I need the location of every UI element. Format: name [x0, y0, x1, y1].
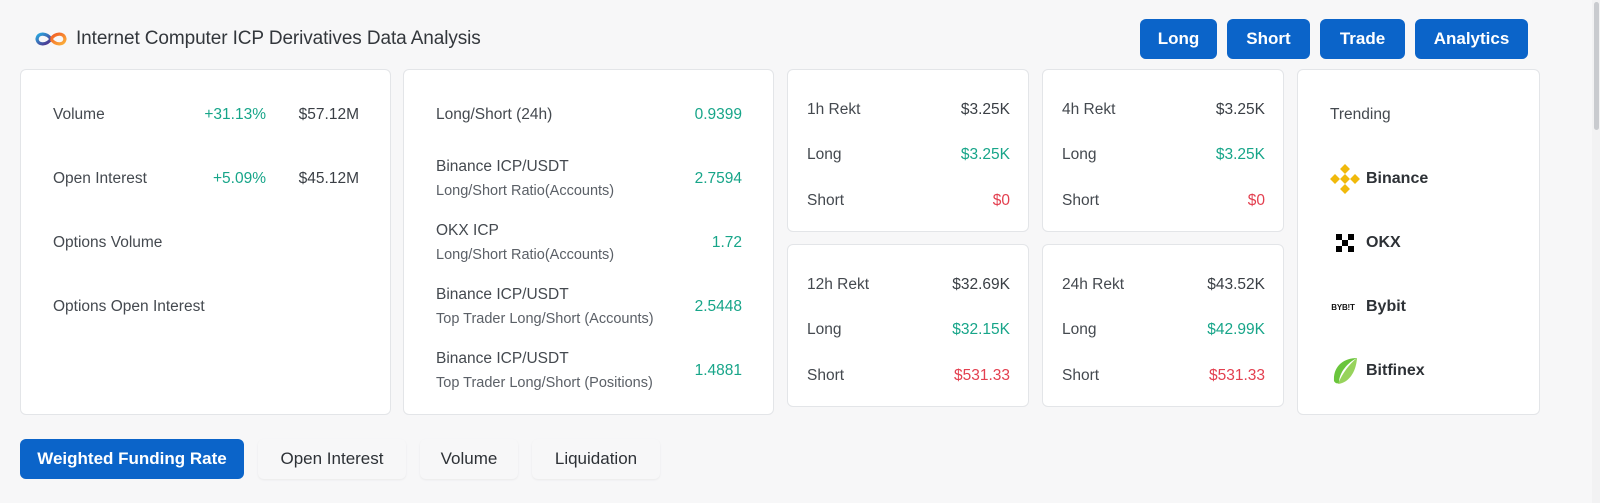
rekt-card-24h: 24h Rekt $43.52K Long $42.99K Short $531… — [1042, 244, 1284, 407]
tab-weighted-funding-rate[interactable]: Weighted Funding Rate — [20, 439, 244, 479]
volume-value: $57.12M — [298, 106, 359, 123]
rekt-total: $32.69K — [952, 276, 1010, 293]
bitfinex-icon — [1333, 358, 1357, 384]
ratio-label: OKX ICP — [436, 222, 499, 239]
open-interest-label: Open Interest — [53, 170, 147, 187]
ratio-label: Binance ICP/USDT — [436, 158, 569, 175]
trending-title: Trending — [1330, 106, 1391, 123]
page-header: Internet Computer ICP Derivatives Data A… — [0, 0, 1600, 70]
rekt-title: 4h Rekt — [1062, 101, 1116, 118]
exchange-link-binance[interactable]: Binance — [1366, 170, 1429, 187]
bybit-icon: BYB!T — [1331, 302, 1355, 312]
rekt-card-4h: 4h Rekt $3.25K Long $3.25K Short $0 — [1042, 69, 1284, 232]
overview-card: Volume +31.13% $57.12M Open Interest +5.… — [20, 69, 391, 415]
ratio-value: 2.7594 — [694, 170, 742, 187]
volume-change: +31.13% — [204, 106, 266, 123]
open-interest-value: $45.12M — [298, 170, 359, 187]
page-scrollbar[interactable] — [1592, 0, 1600, 503]
binance-icon — [1330, 164, 1360, 194]
page-title: Internet Computer ICP Derivatives Data A… — [76, 28, 481, 49]
rekt-total: $43.52K — [1207, 276, 1265, 293]
rekt-long-label: Long — [807, 321, 842, 338]
long-button[interactable]: Long — [1140, 19, 1217, 59]
rekt-short-label: Short — [1062, 192, 1100, 209]
rekt-long-value: $42.99K — [1207, 321, 1265, 338]
long-short-ratio-card: Long/Short (24h) 0.9399 Binance ICP/USDT… — [403, 69, 774, 415]
tab-liquidation[interactable]: Liquidation — [532, 439, 660, 479]
options-open-interest-label: Options Open Interest — [53, 298, 205, 315]
scrollbar-thumb[interactable] — [1594, 2, 1599, 130]
rekt-short-value: $0 — [1247, 192, 1265, 209]
rekt-short-label: Short — [1062, 367, 1100, 384]
open-interest-change: +5.09% — [212, 170, 266, 187]
exchange-link-okx[interactable]: OKX — [1366, 234, 1401, 251]
ratio-sublabel: Long/Short Ratio(Accounts) — [436, 183, 615, 199]
rekt-long-label: Long — [1062, 321, 1097, 338]
rekt-short-value: $531.33 — [1208, 367, 1265, 384]
ratio-value: 1.4881 — [694, 362, 742, 379]
ratio-sublabel: Top Trader Long/Short (Positions) — [436, 375, 653, 391]
rekt-title: 12h Rekt — [807, 276, 870, 293]
rekt-short-label: Short — [807, 367, 845, 384]
rekt-short-label: Short — [807, 192, 845, 209]
ratio-value: 0.9399 — [694, 106, 742, 123]
rekt-long-label: Long — [807, 146, 842, 163]
ratio-label: Binance ICP/USDT — [436, 350, 569, 367]
rekt-card-12h: 12h Rekt $32.69K Long $32.15K Short $531… — [787, 244, 1029, 407]
volume-label: Volume — [53, 106, 105, 123]
okx-icon — [1336, 234, 1354, 252]
trending-card: Trending Binance OKX BYB!T Bybit Bitfine… — [1297, 69, 1540, 415]
ratio-value: 1.72 — [711, 234, 742, 251]
rekt-card-1h: 1h Rekt $3.25K Long $3.25K Short $0 — [787, 69, 1029, 232]
exchange-link-bitfinex[interactable]: Bitfinex — [1366, 362, 1425, 379]
options-volume-label: Options Volume — [53, 234, 163, 251]
tab-volume[interactable]: Volume — [420, 439, 518, 479]
rekt-short-value: $0 — [992, 192, 1010, 209]
ratio-label: Long/Short (24h) — [436, 106, 553, 123]
ratio-sublabel: Top Trader Long/Short (Accounts) — [436, 311, 654, 327]
icp-logo-icon — [35, 32, 67, 46]
rekt-title: 1h Rekt — [807, 101, 861, 118]
rekt-title: 24h Rekt — [1062, 276, 1125, 293]
tab-open-interest[interactable]: Open Interest — [258, 439, 406, 479]
rekt-long-value: $3.25K — [960, 146, 1010, 163]
rekt-long-label: Long — [1062, 146, 1097, 163]
ratio-label: Binance ICP/USDT — [436, 286, 569, 303]
exchange-link-bybit[interactable]: Bybit — [1366, 298, 1406, 315]
rekt-long-value: $3.25K — [1215, 146, 1265, 163]
ratio-value: 2.5448 — [694, 298, 742, 315]
analytics-button[interactable]: Analytics — [1415, 19, 1528, 59]
ratio-sublabel: Long/Short Ratio(Accounts) — [436, 247, 615, 263]
rekt-total: $3.25K — [960, 101, 1010, 118]
trade-button[interactable]: Trade — [1320, 19, 1405, 59]
rekt-long-value: $32.15K — [952, 321, 1010, 338]
short-button[interactable]: Short — [1227, 19, 1310, 59]
rekt-short-value: $531.33 — [953, 367, 1010, 384]
rekt-total: $3.25K — [1215, 101, 1265, 118]
